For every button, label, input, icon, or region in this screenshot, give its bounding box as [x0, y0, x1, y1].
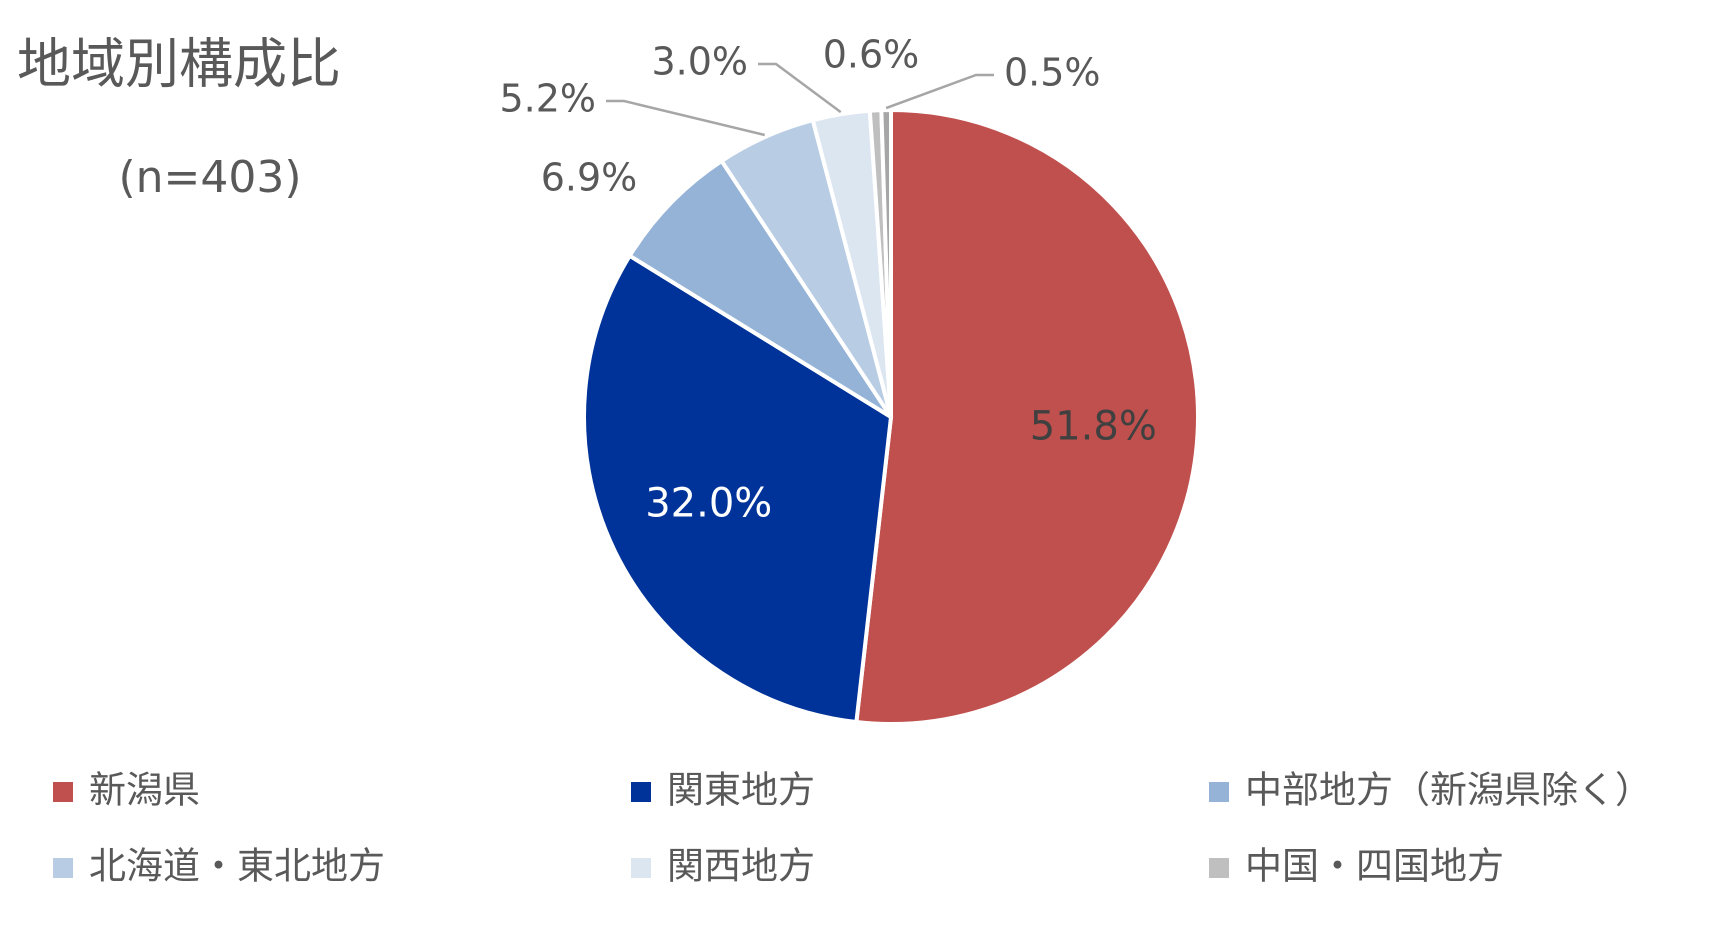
- data-label: 6.9%: [541, 156, 638, 200]
- pie-slice: [626, 158, 893, 419]
- data-label: 0.5%: [1004, 51, 1101, 95]
- legend-label: 中国・四国地方: [1245, 845, 1504, 888]
- pie-slice: [582, 253, 894, 725]
- chart-subtitle: (n=403): [118, 152, 301, 203]
- leader-line: [885, 73, 994, 110]
- legend-label: 関東地方: [667, 769, 815, 812]
- legend-label: 関西地方: [667, 845, 815, 888]
- data-label: 51.8%: [1030, 403, 1157, 449]
- leader-line: [606, 99, 766, 137]
- data-label: 3.0%: [651, 40, 748, 84]
- data-label: 32.0%: [645, 481, 772, 527]
- legend-label: 中部地方（新潟県除く）: [1245, 769, 1652, 812]
- legend-swatch: [631, 858, 651, 878]
- legend-label: 北海道・東北地方: [89, 845, 385, 888]
- legend-swatch: [631, 782, 651, 802]
- legend-swatch: [1209, 858, 1229, 878]
- data-label: 0.6%: [823, 33, 920, 77]
- legend-swatch: [1209, 782, 1229, 802]
- legend-label: 新潟県: [89, 769, 200, 812]
- legend-swatch: [53, 858, 73, 878]
- leader-line: [758, 62, 842, 114]
- pie-slice: [879, 107, 893, 418]
- legend-swatch: [53, 782, 73, 802]
- chart-title: 地域別構成比: [17, 33, 341, 96]
- pie-slice: [854, 107, 1200, 726]
- data-label: 5.2%: [499, 77, 596, 121]
